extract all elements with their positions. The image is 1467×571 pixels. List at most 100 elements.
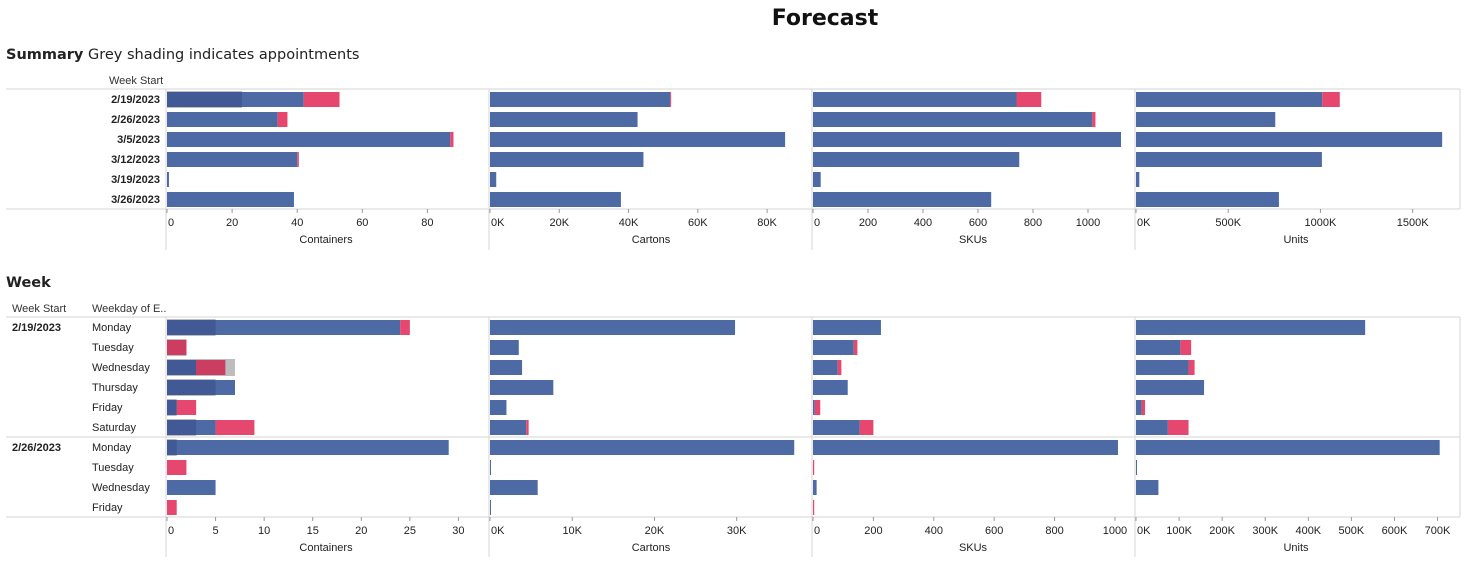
- axis-tick-label: 200: [864, 525, 882, 537]
- axis-tick-label: 0K: [491, 217, 505, 229]
- week-section-title: Week: [6, 275, 51, 291]
- bar-extra: [1322, 92, 1340, 107]
- axis-tick-label: 500K: [1215, 217, 1241, 229]
- bar-forecast: [1136, 360, 1189, 375]
- axis-title: Cartons: [632, 542, 671, 554]
- bar-forecast: [1136, 380, 1205, 395]
- axis-tick-label: 1000: [1103, 525, 1127, 537]
- axis-tick-label: 300K: [1252, 525, 1278, 537]
- axis-tick-label: 30K: [727, 525, 747, 537]
- axis-tick-label: 0: [814, 217, 820, 229]
- axis-tick-label: 60K: [688, 217, 708, 229]
- bar-forecast: [1136, 480, 1159, 495]
- axis-title: Cartons: [632, 234, 671, 246]
- axis-tick-label: 60: [356, 217, 368, 229]
- bar-forecast-appointment: [167, 320, 216, 335]
- axis-tick-label: 0: [168, 217, 174, 229]
- row-label: Monday: [92, 322, 132, 334]
- bar-forecast: [813, 92, 1017, 107]
- bar-forecast: [490, 480, 538, 495]
- row-label: Wednesday: [92, 482, 150, 494]
- row-label: Friday: [92, 502, 123, 514]
- bar-forecast: [813, 192, 992, 207]
- axis-tick-label: 400: [925, 525, 943, 537]
- bar-forecast: [813, 400, 815, 415]
- axis-tick-label: 20: [355, 525, 367, 537]
- bar-forecast-appointment: [167, 360, 197, 375]
- bar-forecast: [167, 112, 278, 127]
- bar-forecast: [1136, 152, 1322, 167]
- bar-extra: [1188, 360, 1195, 375]
- summary-row-header: Week Start: [109, 75, 164, 87]
- bar-extra: [1016, 92, 1042, 107]
- summary-title: Summary: [6, 47, 84, 63]
- bar-forecast: [490, 360, 523, 375]
- axis-tick-label: 600K: [1382, 525, 1408, 537]
- axis-tick-label: 40: [291, 217, 303, 229]
- row-label: Saturday: [92, 422, 137, 434]
- summary-section-title: Summary Grey shading indicates appointme…: [6, 47, 359, 63]
- axis-tick-label: 600: [969, 217, 987, 229]
- bar-extra-appointment: [196, 360, 226, 375]
- row-group-label: 2/26/2023: [12, 442, 61, 454]
- row-label: Tuesday: [92, 342, 134, 354]
- bar-forecast: [1136, 400, 1142, 415]
- axis-tick-label: 20K: [645, 525, 665, 537]
- axis-tick-label: 600: [985, 525, 1003, 537]
- row-label: 3/5/2023: [117, 134, 160, 146]
- row-label: Thursday: [92, 382, 138, 394]
- bar-forecast: [1136, 132, 1443, 147]
- bar-extra: [813, 460, 815, 475]
- bar-forecast: [813, 440, 1118, 455]
- bar-extra: [859, 420, 874, 435]
- row-label: 2/26/2023: [111, 114, 160, 126]
- bar-forecast-appointment: [167, 440, 177, 455]
- bar-forecast: [167, 320, 401, 335]
- bar-extra: [1167, 420, 1189, 435]
- bar-forecast: [167, 440, 449, 455]
- bar-forecast: [167, 480, 216, 495]
- bar-forecast: [813, 480, 817, 495]
- row-label: 3/26/2023: [111, 194, 160, 206]
- bar-forecast: [167, 192, 294, 207]
- bar-forecast: [490, 320, 736, 335]
- axis-tick-label: 400: [914, 217, 932, 229]
- page-title: Forecast: [771, 6, 879, 31]
- axis-title: SKUs: [959, 234, 988, 246]
- bar-extra: [277, 112, 288, 127]
- bar-forecast-appointment: [167, 92, 242, 107]
- axis-tick-label: 100K: [1166, 525, 1192, 537]
- bar-forecast: [1136, 340, 1181, 355]
- bar-forecast-appointment: [167, 420, 197, 435]
- row-group-label: 2/19/2023: [12, 322, 61, 334]
- axis-tick-label: 15: [307, 525, 319, 537]
- bar-extra: [526, 420, 529, 435]
- bar-forecast: [490, 340, 519, 355]
- bar-forecast: [167, 172, 169, 187]
- axis-tick-label: 800: [1024, 217, 1042, 229]
- week-row-header-week-start: Week Start: [12, 303, 67, 315]
- axis-title: Units: [1283, 234, 1309, 246]
- bar-forecast: [1136, 112, 1276, 127]
- bar-extra: [1092, 112, 1096, 127]
- row-label: Monday: [92, 442, 132, 454]
- axis-tick-label: 1000K: [1305, 217, 1337, 229]
- bar-forecast: [813, 380, 848, 395]
- bar-extra: [400, 320, 410, 335]
- bar-extra: [1141, 400, 1146, 415]
- row-label: 3/19/2023: [111, 174, 160, 186]
- bar-forecast: [813, 340, 854, 355]
- axis-tick-label: 20K: [549, 217, 569, 229]
- axis-tick-label: 10K: [562, 525, 582, 537]
- axis-tick-label: 0K: [1137, 525, 1151, 537]
- bar-forecast: [490, 380, 554, 395]
- bar-forecast: [167, 152, 298, 167]
- axis-tick-label: 30: [452, 525, 464, 537]
- axis-tick-label: 40K: [619, 217, 639, 229]
- axis-tick-label: 5: [213, 525, 219, 537]
- summary-subtitle: Grey shading indicates appointments: [87, 47, 360, 63]
- bar-forecast: [490, 152, 644, 167]
- axis-tick-label: 0: [814, 525, 820, 537]
- bar-forecast: [490, 192, 621, 207]
- bar-forecast: [490, 132, 786, 147]
